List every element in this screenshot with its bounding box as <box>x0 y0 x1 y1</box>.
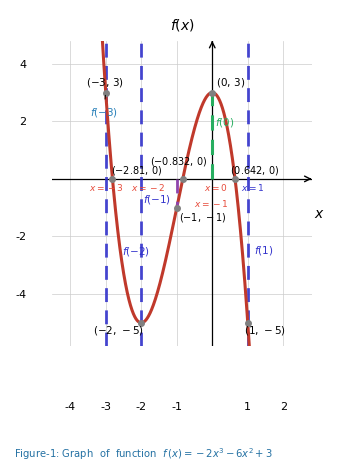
Text: $(-0.832,\,0)$: $(-0.832,\,0)$ <box>150 155 207 168</box>
Text: $f(1)$: $f(1)$ <box>254 243 274 256</box>
Text: $x=-1$: $x=-1$ <box>194 198 228 209</box>
Text: $f(0)$: $f(0)$ <box>215 116 234 129</box>
Text: $f(x)$: $f(x)$ <box>170 17 194 32</box>
Text: -2: -2 <box>136 401 147 411</box>
Text: Figure-1: Graph  of  function  $f\,(x)=-2x^3-6x^2+3$: Figure-1: Graph of function $f\,(x)=-2x^… <box>14 445 272 461</box>
Text: -3: -3 <box>100 401 111 411</box>
Text: $(-2,\,-5)$: $(-2,\,-5)$ <box>93 324 144 337</box>
Text: -4: -4 <box>15 289 27 300</box>
Text: $x=1$: $x=1$ <box>241 181 264 193</box>
Text: $(-1,\,-1)$: $(-1,\,-1)$ <box>178 211 226 224</box>
Text: $f(-3)$: $f(-3)$ <box>90 96 118 119</box>
Text: -2: -2 <box>15 232 27 242</box>
Text: $(-3,\,3)$: $(-3,\,3)$ <box>86 76 124 89</box>
Text: $x=-2$: $x=-2$ <box>131 181 166 193</box>
Text: 2: 2 <box>280 401 287 411</box>
Text: 1: 1 <box>244 401 251 411</box>
Text: $(0.642,\,0)$: $(0.642,\,0)$ <box>230 164 279 177</box>
Text: 2: 2 <box>19 117 27 127</box>
Text: -4: -4 <box>65 401 76 411</box>
Text: $x=-3$: $x=-3$ <box>89 181 123 193</box>
Text: $(-2.81,\,0)$: $(-2.81,\,0)$ <box>111 164 162 177</box>
Text: $(0,\,3)$: $(0,\,3)$ <box>216 76 245 89</box>
Text: $x$: $x$ <box>314 206 325 221</box>
Text: -1: -1 <box>171 401 182 411</box>
Text: $(1,\,-5)$: $(1,\,-5)$ <box>244 324 286 337</box>
Text: 4: 4 <box>19 60 27 69</box>
Text: $f(-1)$: $f(-1)$ <box>143 193 171 206</box>
Text: $f(-2)$: $f(-2)$ <box>122 245 150 258</box>
Text: $x=0$: $x=0$ <box>204 181 228 193</box>
